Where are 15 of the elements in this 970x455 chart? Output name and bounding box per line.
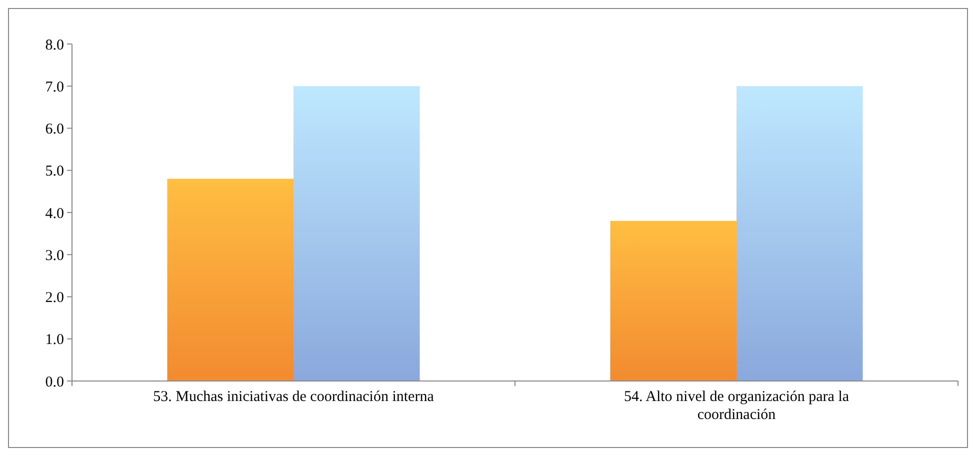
y-tick-label: 5.0 (45, 164, 64, 180)
y-tick-label: 7.0 (45, 79, 64, 96)
bar (294, 86, 420, 381)
y-tick-label: 4.0 (45, 206, 64, 222)
y-tick-label: 2.0 (45, 290, 64, 306)
x-tick-label: 54. Alto nivel de organización para la coordinación (624, 389, 850, 423)
bar (167, 178, 294, 381)
bar (610, 220, 736, 381)
y-tick-label: 8.0 (45, 37, 64, 54)
y-tick-label: 3.0 (45, 248, 64, 264)
y-tick-label: 1.0 (45, 332, 64, 348)
y-tick-label: 0.0 (45, 374, 64, 390)
x-tick-label: 53. Muchas iniciativas de coordinación interna (153, 389, 434, 405)
y-tick-label: 6.0 (45, 122, 64, 138)
bar (736, 86, 863, 381)
